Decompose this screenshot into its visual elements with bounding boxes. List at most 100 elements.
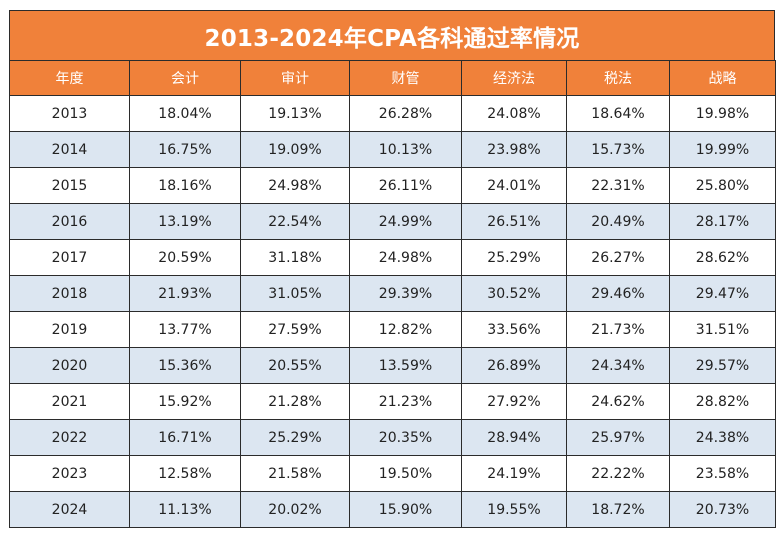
rate-cell: 31.18% — [240, 239, 350, 276]
rate-cell: 29.39% — [349, 275, 462, 312]
rate-cell: 18.72% — [566, 491, 670, 528]
year-cell: 2023 — [9, 455, 130, 492]
year-cell: 2015 — [9, 167, 130, 204]
table-row: 2023 12.58% 21.58% 19.50% 24.19% 22.22% … — [9, 455, 776, 492]
rate-cell: 24.98% — [349, 239, 462, 276]
column-header-audit: 审计 — [240, 60, 350, 96]
rate-cell: 20.55% — [240, 347, 350, 384]
rate-cell: 27.92% — [461, 383, 567, 420]
table-row: 2024 11.13% 20.02% 15.90% 19.55% 18.72% … — [9, 491, 776, 528]
table-row: 2018 21.93% 31.05% 29.39% 30.52% 29.46% … — [9, 275, 776, 312]
rate-cell: 15.36% — [129, 347, 241, 384]
rate-cell: 21.58% — [240, 455, 350, 492]
year-cell: 2016 — [9, 203, 130, 240]
rate-cell: 26.28% — [349, 95, 462, 132]
rate-cell: 22.22% — [566, 455, 670, 492]
column-header-year: 年度 — [9, 60, 130, 96]
year-cell: 2021 — [9, 383, 130, 420]
pass-rate-table: 年度 会计 审计 财管 经济法 税法 战略 2013 18.04% 19.13%… — [9, 60, 776, 528]
table-row: 2014 16.75% 19.09% 10.13% 23.98% 15.73% … — [9, 131, 776, 168]
rate-cell: 24.34% — [566, 347, 670, 384]
column-header-tax-law: 税法 — [566, 60, 670, 96]
year-cell: 2024 — [9, 491, 130, 528]
rate-cell: 30.52% — [461, 275, 567, 312]
rate-cell: 19.50% — [349, 455, 462, 492]
column-header-accounting: 会计 — [129, 60, 241, 96]
rate-cell: 26.11% — [349, 167, 462, 204]
rate-cell: 23.58% — [669, 455, 776, 492]
table-row: 2020 15.36% 20.55% 13.59% 26.89% 24.34% … — [9, 347, 776, 384]
rate-cell: 21.73% — [566, 311, 670, 348]
rate-cell: 29.46% — [566, 275, 670, 312]
rate-cell: 24.01% — [461, 167, 567, 204]
rate-cell: 19.09% — [240, 131, 350, 168]
rate-cell: 11.13% — [129, 491, 241, 528]
rate-cell: 23.98% — [461, 131, 567, 168]
rate-cell: 28.62% — [669, 239, 776, 276]
rate-cell: 16.71% — [129, 419, 241, 456]
rate-cell: 19.55% — [461, 491, 567, 528]
year-cell: 2019 — [9, 311, 130, 348]
rate-cell: 12.58% — [129, 455, 241, 492]
rate-cell: 18.64% — [566, 95, 670, 132]
rate-cell: 26.89% — [461, 347, 567, 384]
pass-rate-sheet: 2013-2024年CPA各科通过率情况 年度 会计 审计 财管 经济法 税法 … — [9, 10, 776, 528]
rate-cell: 33.56% — [461, 311, 567, 348]
rate-cell: 18.16% — [129, 167, 241, 204]
rate-cell: 28.82% — [669, 383, 776, 420]
rate-cell: 20.35% — [349, 419, 462, 456]
rate-cell: 19.99% — [669, 131, 776, 168]
rate-cell: 26.51% — [461, 203, 567, 240]
rate-cell: 24.98% — [240, 167, 350, 204]
rate-cell: 25.80% — [669, 167, 776, 204]
year-cell: 2014 — [9, 131, 130, 168]
year-cell: 2020 — [9, 347, 130, 384]
rate-cell: 28.17% — [669, 203, 776, 240]
table-row: 2013 18.04% 19.13% 26.28% 24.08% 18.64% … — [9, 95, 776, 132]
rate-cell: 31.05% — [240, 275, 350, 312]
rate-cell: 20.73% — [669, 491, 776, 528]
rate-cell: 21.28% — [240, 383, 350, 420]
rate-cell: 12.82% — [349, 311, 462, 348]
rate-cell: 29.57% — [669, 347, 776, 384]
rate-cell: 24.19% — [461, 455, 567, 492]
rate-cell: 20.49% — [566, 203, 670, 240]
year-cell: 2022 — [9, 419, 130, 456]
rate-cell: 29.47% — [669, 275, 776, 312]
column-header-economic-law: 经济法 — [461, 60, 567, 96]
rate-cell: 25.97% — [566, 419, 670, 456]
rate-cell: 15.92% — [129, 383, 241, 420]
rate-cell: 27.59% — [240, 311, 350, 348]
table-body: 2013 18.04% 19.13% 26.28% 24.08% 18.64% … — [9, 95, 776, 528]
year-cell: 2018 — [9, 275, 130, 312]
rate-cell: 22.31% — [566, 167, 670, 204]
rate-cell: 20.59% — [129, 239, 241, 276]
year-cell: 2013 — [9, 95, 130, 132]
year-cell: 2017 — [9, 239, 130, 276]
rate-cell: 22.54% — [240, 203, 350, 240]
table-row: 2019 13.77% 27.59% 12.82% 33.56% 21.73% … — [9, 311, 776, 348]
rate-cell: 26.27% — [566, 239, 670, 276]
table-row: 2022 16.71% 25.29% 20.35% 28.94% 25.97% … — [9, 419, 776, 456]
rate-cell: 19.98% — [669, 95, 776, 132]
table-row: 2015 18.16% 24.98% 26.11% 24.01% 22.31% … — [9, 167, 776, 204]
table-title: 2013-2024年CPA各科通过率情况 — [9, 10, 775, 60]
rate-cell: 21.23% — [349, 383, 462, 420]
rate-cell: 25.29% — [240, 419, 350, 456]
rate-cell: 15.73% — [566, 131, 670, 168]
rate-cell: 10.13% — [349, 131, 462, 168]
rate-cell: 18.04% — [129, 95, 241, 132]
table-row: 2021 15.92% 21.28% 21.23% 27.92% 24.62% … — [9, 383, 776, 420]
table-row: 2016 13.19% 22.54% 24.99% 26.51% 20.49% … — [9, 203, 776, 240]
rate-cell: 19.13% — [240, 95, 350, 132]
rate-cell: 25.29% — [461, 239, 567, 276]
column-header-strategy: 战略 — [669, 60, 776, 96]
rate-cell: 24.38% — [669, 419, 776, 456]
rate-cell: 24.62% — [566, 383, 670, 420]
rate-cell: 28.94% — [461, 419, 567, 456]
rate-cell: 15.90% — [349, 491, 462, 528]
rate-cell: 13.59% — [349, 347, 462, 384]
rate-cell: 31.51% — [669, 311, 776, 348]
rate-cell: 13.19% — [129, 203, 241, 240]
rate-cell: 20.02% — [240, 491, 350, 528]
